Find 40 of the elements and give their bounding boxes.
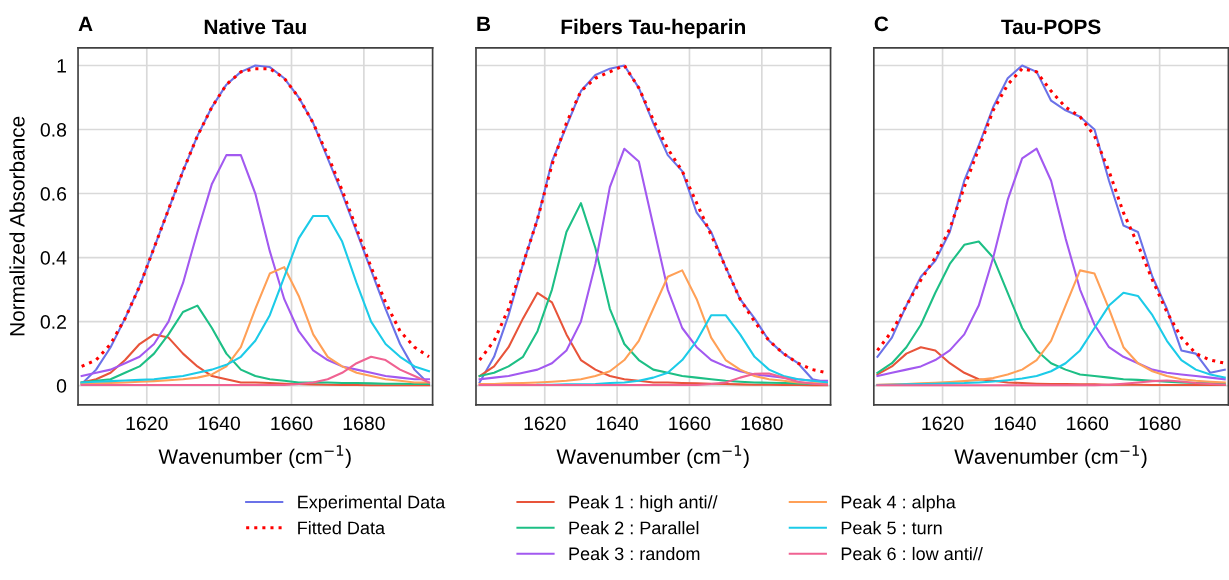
x-axis-title: Wavenumber (cm$^{−1}$) xyxy=(556,445,749,469)
line-series xyxy=(80,154,431,381)
x-tick-label: 1620 xyxy=(524,416,566,431)
x-tick-label: 1660 xyxy=(669,416,711,431)
x-tick-label: 1680 xyxy=(1139,416,1181,431)
line-series xyxy=(80,266,431,386)
chart-title: Tau-POPS xyxy=(1001,19,1101,35)
x-tick-label: 1640 xyxy=(199,416,241,431)
x-tick-label: 1620 xyxy=(922,416,964,431)
line-series xyxy=(80,214,431,384)
x-axis-title: Wavenumber (cm$^{−1}$) xyxy=(158,445,351,469)
chart-title: Fibers Tau-heparin xyxy=(561,18,745,39)
x-tick-label: 1640 xyxy=(994,416,1036,431)
y-tick-label: 0.2 xyxy=(40,315,66,329)
y-tick-label: 0.8 xyxy=(40,122,67,137)
x-tick-label: 1680 xyxy=(741,416,783,431)
x-tick-label: 1660 xyxy=(1067,416,1109,431)
legend-label: Peak 6 : low anti// xyxy=(841,546,983,561)
x-tick-label: 1660 xyxy=(271,416,313,431)
y-axis-title: Normalized Absorbance xyxy=(9,116,25,336)
legend-label: Peak 3 : random xyxy=(569,546,700,561)
y-tick-label: 0.6 xyxy=(40,187,67,201)
text: C xyxy=(874,16,889,32)
y-tick-label: 0 xyxy=(56,379,67,393)
legend-label: Peak 4 : alpha xyxy=(841,495,956,513)
chart-title: Native Tau xyxy=(204,18,306,35)
text: A xyxy=(78,16,93,32)
legend-label: Experimental Data xyxy=(298,495,446,513)
text: B xyxy=(477,16,491,32)
y-tick-label: 0.4 xyxy=(40,251,67,265)
x-tick-label: 1680 xyxy=(343,416,385,431)
line-series xyxy=(80,355,431,387)
x-axis-title: Wavenumber (cm$^{−1}$) xyxy=(954,445,1147,469)
legend-label: Fitted Data xyxy=(298,521,386,535)
legend-label: Peak 1 : high anti// xyxy=(569,495,718,513)
y-tick-label: 1 xyxy=(57,59,66,73)
legend-label: Peak 2 : Parallel xyxy=(569,521,699,535)
legend-label: Peak 5 : turn xyxy=(841,521,942,535)
x-tick-label: 1640 xyxy=(596,416,638,431)
x-tick-label: 1620 xyxy=(126,416,168,431)
